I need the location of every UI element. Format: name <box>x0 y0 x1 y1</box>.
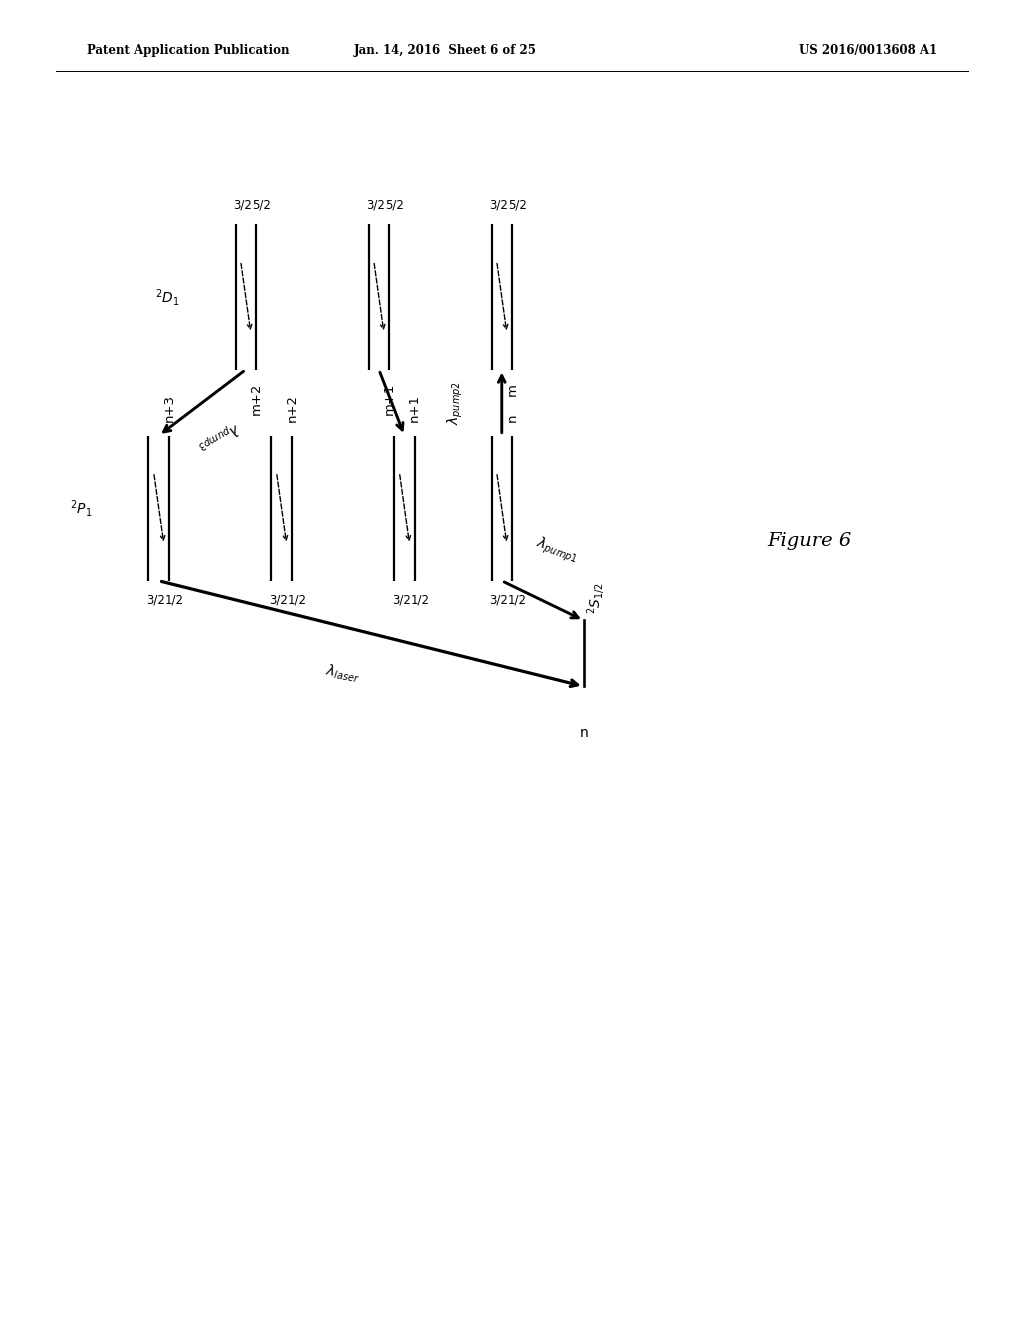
Text: m+2: m+2 <box>250 383 262 416</box>
Text: $^{2}D_{1}$: $^{2}D_{1}$ <box>155 286 179 308</box>
Text: 3/2: 3/2 <box>489 198 508 211</box>
Text: Figure 6: Figure 6 <box>767 532 851 550</box>
Text: $\lambda_{pump3}$: $\lambda_{pump3}$ <box>194 417 242 457</box>
Text: n+2: n+2 <box>286 395 298 422</box>
Text: 1/2: 1/2 <box>288 594 306 607</box>
Text: $\lambda_{laser}$: $\lambda_{laser}$ <box>325 661 362 685</box>
Text: n: n <box>506 414 518 422</box>
Text: 1/2: 1/2 <box>508 594 526 607</box>
Text: m: m <box>506 383 518 396</box>
Text: 5/2: 5/2 <box>385 198 403 211</box>
Text: 5/2: 5/2 <box>508 198 526 211</box>
Text: $^{2}S_{1/2}$: $^{2}S_{1/2}$ <box>585 582 607 614</box>
Text: 3/2: 3/2 <box>146 594 165 607</box>
Text: Patent Application Publication: Patent Application Publication <box>87 44 290 57</box>
Text: n+3: n+3 <box>163 395 175 422</box>
Text: 3/2: 3/2 <box>489 594 508 607</box>
Text: Jan. 14, 2016  Sheet 6 of 25: Jan. 14, 2016 Sheet 6 of 25 <box>354 44 537 57</box>
Text: US 2016/0013608 A1: US 2016/0013608 A1 <box>799 44 937 57</box>
Text: 3/2: 3/2 <box>269 594 288 607</box>
Text: 5/2: 5/2 <box>252 198 270 211</box>
Text: 1/2: 1/2 <box>165 594 183 607</box>
Text: 3/2: 3/2 <box>367 198 385 211</box>
Text: m+1: m+1 <box>383 383 395 416</box>
Text: 3/2: 3/2 <box>233 198 252 211</box>
Text: n: n <box>580 726 588 741</box>
Text: $\lambda_{pump2}$: $\lambda_{pump2}$ <box>446 380 465 425</box>
Text: 1/2: 1/2 <box>411 594 429 607</box>
Text: n+1: n+1 <box>409 395 421 422</box>
Text: 3/2: 3/2 <box>392 594 411 607</box>
Text: $\lambda_{pump1}$: $\lambda_{pump1}$ <box>534 535 581 568</box>
Text: $^{2}P_{1}$: $^{2}P_{1}$ <box>70 498 92 519</box>
